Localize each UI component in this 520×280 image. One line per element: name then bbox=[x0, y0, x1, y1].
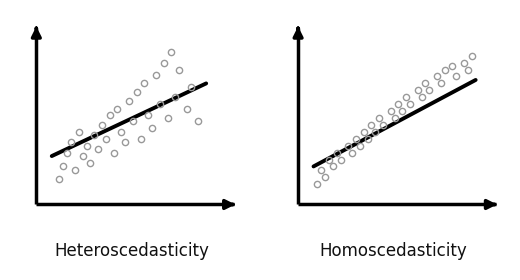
Text: Homoscedasticity: Homoscedasticity bbox=[320, 242, 467, 260]
Text: Heteroscedasticity: Heteroscedasticity bbox=[54, 242, 209, 260]
